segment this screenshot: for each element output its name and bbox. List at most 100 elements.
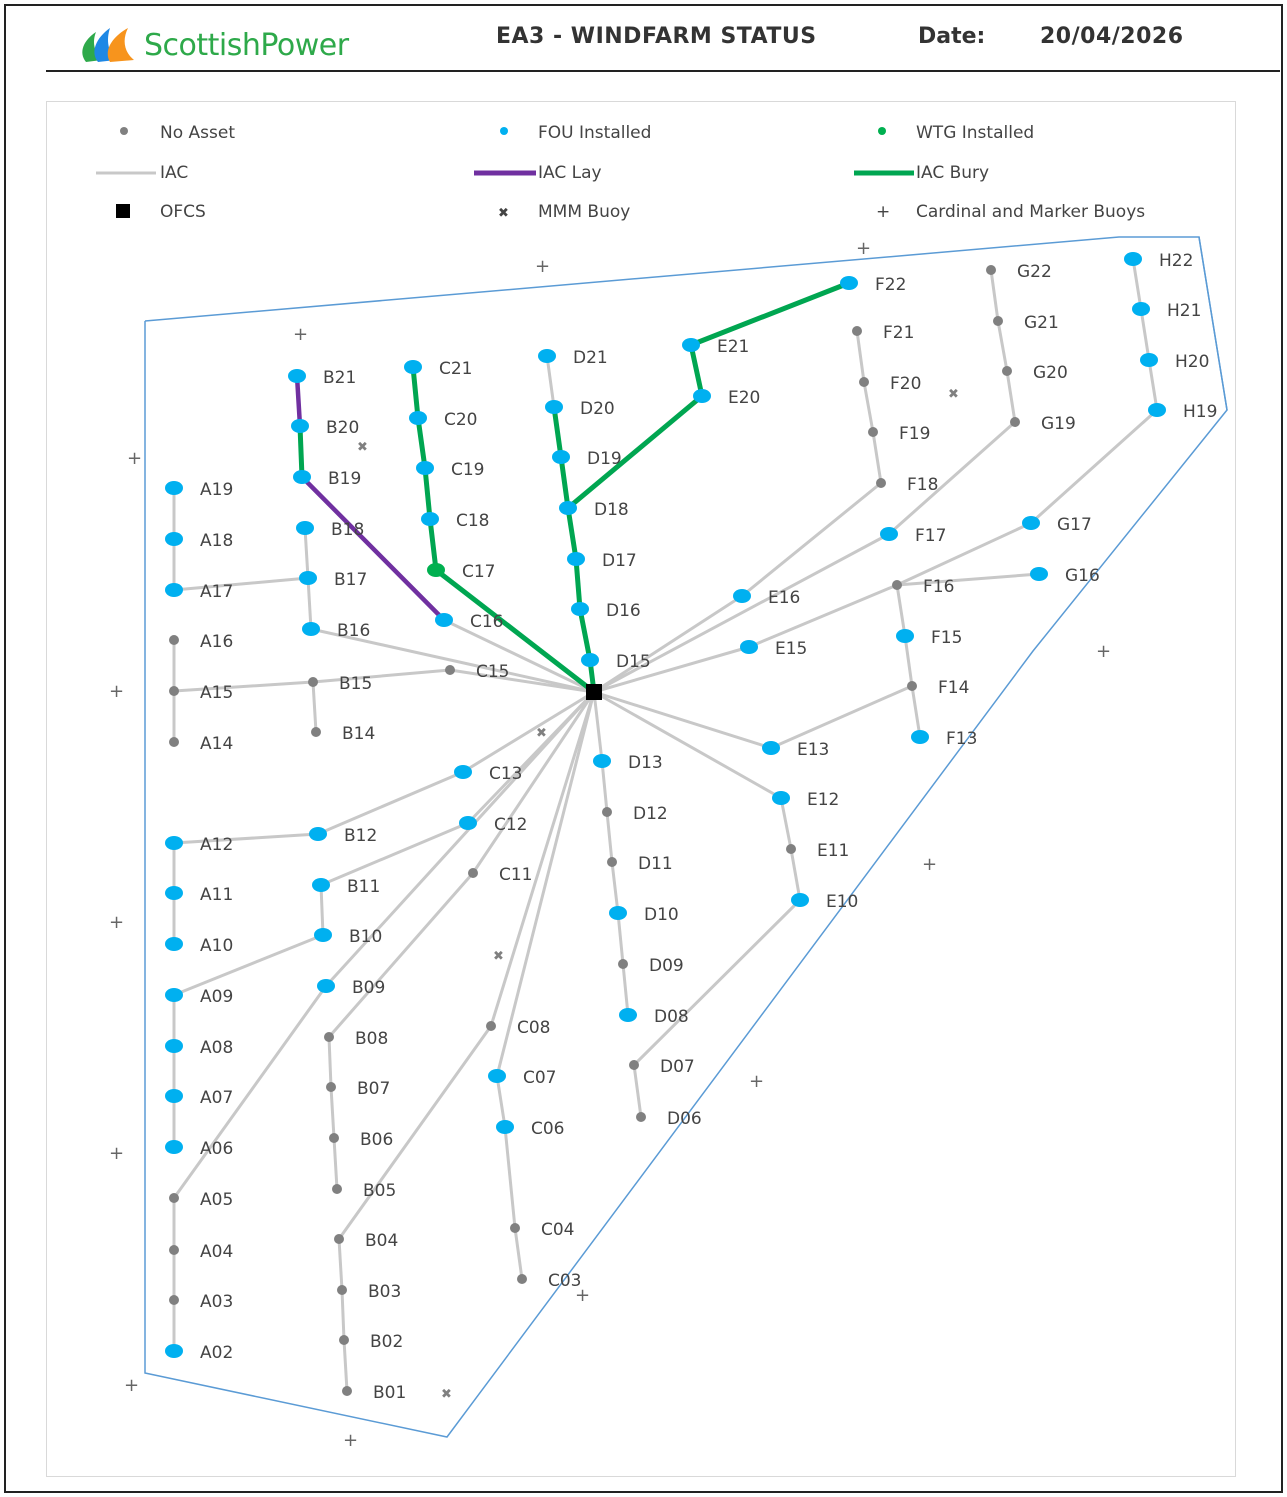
turbine-d21[interactable]: D21	[538, 348, 608, 368]
turbine-f22[interactable]: F22	[840, 275, 906, 295]
turbine-marker[interactable]	[693, 389, 711, 403]
turbine-b12[interactable]: B12	[309, 826, 377, 846]
turbine-marker[interactable]	[165, 583, 183, 597]
turbine-f17[interactable]: F17	[880, 526, 946, 546]
turbine-d13[interactable]: D13	[593, 753, 663, 773]
turbine-marker[interactable]	[324, 1032, 334, 1042]
turbine-marker[interactable]	[772, 791, 790, 805]
turbine-h21[interactable]: H21	[1132, 301, 1201, 321]
turbine-marker[interactable]	[986, 265, 996, 275]
turbine-h19[interactable]: H19	[1148, 402, 1217, 422]
turbine-marker[interactable]	[852, 326, 862, 336]
turbine-marker[interactable]	[868, 427, 878, 437]
turbine-marker[interactable]	[876, 478, 886, 488]
turbine-a05[interactable]: A05	[169, 1190, 233, 1210]
turbine-marker[interactable]	[538, 349, 556, 363]
turbine-a18[interactable]: A18	[165, 531, 233, 551]
turbine-e10[interactable]: E10	[791, 892, 858, 912]
turbine-marker[interactable]	[840, 276, 858, 290]
turbine-g16[interactable]: G16	[1030, 566, 1100, 586]
turbine-f15[interactable]: F15	[896, 628, 962, 648]
turbine-marker[interactable]	[165, 937, 183, 951]
turbine-a09[interactable]: A09	[165, 987, 233, 1007]
turbine-marker[interactable]	[299, 571, 317, 585]
turbine-d12[interactable]: D12	[602, 804, 668, 824]
turbine-a10[interactable]: A10	[165, 936, 233, 956]
turbine-f13[interactable]: F13	[911, 729, 977, 749]
turbine-e15[interactable]: E15	[740, 639, 807, 659]
turbine-marker[interactable]	[339, 1335, 349, 1345]
turbine-d16[interactable]: D16	[571, 601, 641, 621]
turbine-marker[interactable]	[435, 613, 453, 627]
turbine-a08[interactable]: A08	[165, 1038, 233, 1058]
turbine-h20[interactable]: H20	[1140, 352, 1209, 372]
turbine-marker[interactable]	[896, 629, 914, 643]
turbine-marker[interactable]	[510, 1223, 520, 1233]
turbine-e12[interactable]: E12	[772, 790, 839, 810]
turbine-b09[interactable]: B09	[317, 978, 385, 998]
turbine-marker[interactable]	[165, 481, 183, 495]
turbine-d08[interactable]: D08	[619, 1007, 689, 1027]
turbine-marker[interactable]	[488, 1069, 506, 1083]
turbine-a06[interactable]: A06	[165, 1139, 233, 1159]
turbine-b03[interactable]: B03	[337, 1282, 401, 1302]
turbine-c21[interactable]: C21	[404, 359, 473, 379]
turbine-marker[interactable]	[314, 928, 332, 942]
turbine-marker[interactable]	[786, 844, 796, 854]
turbine-marker[interactable]	[165, 1344, 183, 1358]
turbine-marker[interactable]	[169, 635, 179, 645]
turbine-e20[interactable]: E20	[693, 388, 760, 408]
turbine-marker[interactable]	[733, 589, 751, 603]
turbine-marker[interactable]	[1010, 417, 1020, 427]
turbine-marker[interactable]	[454, 765, 472, 779]
turbine-marker[interactable]	[165, 1140, 183, 1154]
turbine-marker[interactable]	[486, 1021, 496, 1031]
turbine-a11[interactable]: A11	[165, 885, 233, 905]
turbine-b01[interactable]: B01	[342, 1383, 406, 1403]
turbine-f21[interactable]: F21	[852, 323, 914, 343]
turbine-marker[interactable]	[169, 737, 179, 747]
turbine-marker[interactable]	[496, 1120, 514, 1134]
turbine-marker[interactable]	[409, 411, 427, 425]
turbine-marker[interactable]	[337, 1285, 347, 1295]
turbine-marker[interactable]	[567, 552, 585, 566]
turbine-b04[interactable]: B04	[334, 1231, 398, 1251]
turbine-e16[interactable]: E16	[733, 588, 800, 608]
turbine-c12[interactable]: C12	[459, 815, 528, 835]
turbine-marker[interactable]	[165, 988, 183, 1002]
turbine-d18[interactable]: D18	[559, 500, 629, 520]
turbine-a03[interactable]: A03	[169, 1292, 233, 1312]
turbine-marker[interactable]	[859, 377, 869, 387]
turbine-marker[interactable]	[517, 1274, 527, 1284]
turbine-marker[interactable]	[329, 1133, 339, 1143]
turbine-marker[interactable]	[907, 681, 917, 691]
turbine-marker[interactable]	[165, 1089, 183, 1103]
turbine-c17[interactable]: C17	[427, 562, 496, 582]
turbine-a16[interactable]: A16	[169, 632, 233, 652]
turbine-f19[interactable]: F19	[868, 424, 930, 444]
turbine-marker[interactable]	[791, 893, 809, 907]
turbine-marker[interactable]	[421, 512, 439, 526]
turbine-e21[interactable]: E21	[682, 337, 749, 357]
turbine-e11[interactable]: E11	[786, 841, 849, 861]
turbine-c13[interactable]: C13	[454, 764, 523, 784]
turbine-marker[interactable]	[404, 360, 422, 374]
turbine-d06[interactable]: D06	[636, 1109, 702, 1129]
turbine-d10[interactable]: D10	[609, 905, 679, 925]
turbine-d15[interactable]: D15	[581, 652, 651, 672]
turbine-b11[interactable]: B11	[312, 877, 380, 897]
turbine-c18[interactable]: C18	[421, 511, 490, 531]
turbine-c11[interactable]: C11	[468, 865, 533, 885]
turbine-d19[interactable]: D19	[552, 449, 622, 469]
turbine-marker[interactable]	[1140, 353, 1158, 367]
turbine-a04[interactable]: A04	[169, 1242, 233, 1262]
turbine-marker[interactable]	[468, 868, 478, 878]
turbine-g17[interactable]: G17	[1022, 515, 1092, 535]
turbine-marker[interactable]	[1002, 366, 1012, 376]
turbine-f18[interactable]: F18	[876, 475, 938, 495]
turbine-marker[interactable]	[334, 1234, 344, 1244]
turbine-marker[interactable]	[326, 1082, 336, 1092]
turbine-marker[interactable]	[169, 1295, 179, 1305]
turbine-b17[interactable]: B17	[299, 570, 367, 590]
turbine-marker[interactable]	[629, 1060, 639, 1070]
